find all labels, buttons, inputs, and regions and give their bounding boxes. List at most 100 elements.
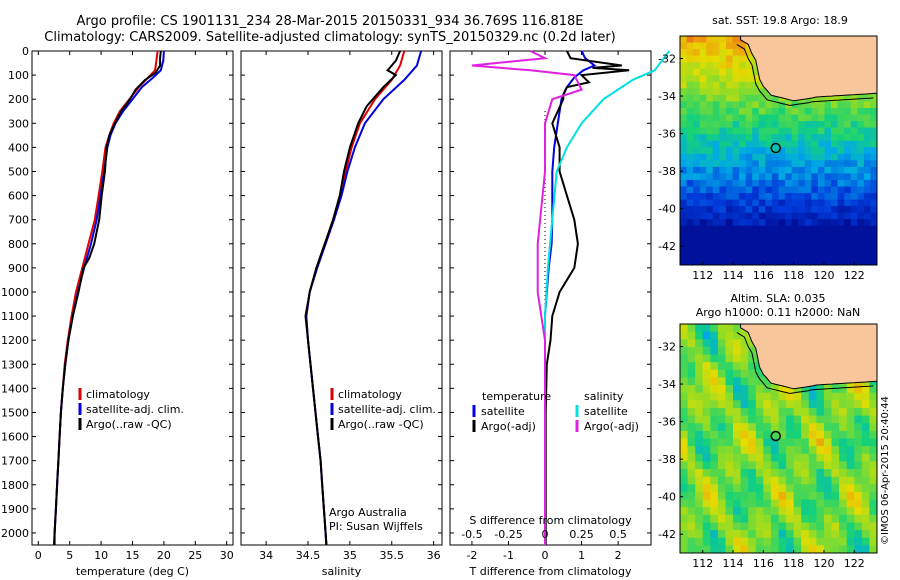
map-sst-cell [798,147,806,155]
map-sla-cell [687,469,696,478]
map-sla-cell [786,522,795,531]
map-sla-cell [801,514,810,523]
map-sst-cell [863,147,872,155]
map-sst-cell [771,238,780,246]
map-sst-cell [778,199,786,207]
map-sst-cell [752,206,760,214]
map-sla-cell [748,537,757,546]
map-sla-cell [702,331,711,340]
map-sla-cell [793,522,802,531]
map-sst-cell [785,160,793,168]
map-sst-cell [752,68,760,76]
map-sst-cell [824,166,832,174]
map-sla-cell [854,476,863,485]
map-sla-cell [831,408,840,417]
map-sla-cell [687,461,696,470]
map-sla-cell [702,377,711,386]
map-sst-cell [712,81,720,89]
difference-xtick-label: -1 [503,549,514,562]
map-sst-cell [870,108,877,116]
map-sla-cell [831,476,840,485]
map-sst-cell [785,140,793,148]
map-sst-cell [798,206,806,214]
map-sla-cell [733,346,742,356]
map-sst-cell [719,55,727,63]
map-sst-cell [719,160,727,168]
map-sla-cell [710,339,719,348]
map-sst-cell [844,121,852,129]
map-sst-cell [817,179,826,187]
map-sst-cell [765,219,773,227]
map-sla-cell [740,469,749,478]
map-sst-cell [850,94,858,102]
difference-xtick-label: 1 [578,549,585,562]
map-sla-cell [695,507,704,516]
map-sst-cell [771,173,780,181]
map-sst-cell [844,238,852,246]
map-sst-cell [726,134,734,142]
map-sla-cell [808,430,817,440]
map-sla-cell [763,438,772,447]
salinity-xtick-label: 34.5 [296,549,321,562]
map-sst-cell [831,153,839,161]
map-sla-cell [687,385,696,394]
map-sla-cell [710,385,719,394]
map-sla-cell [702,537,711,546]
map-sst-cell [791,166,799,174]
map-sla-cell [786,537,795,546]
map-sst-cell [837,160,845,168]
map-sst-cell [699,114,707,122]
map-sst-cell [811,232,819,240]
map-sla-cell [710,346,719,356]
map-sla-cell [831,469,840,478]
map-sst-cell [844,140,852,148]
map-sla-cell [869,408,877,417]
map-sst-cell [719,36,727,44]
map-sla-cell [824,484,833,493]
map-sst-cell [732,232,740,240]
map-sla-cell [717,469,727,478]
map-sla-cell [740,438,749,447]
depth-tick-label: 1000 [1,286,29,299]
map-sst-cell [732,49,740,57]
map-sst-cell [719,238,727,246]
map-sla-cell [687,408,696,417]
map-sst-cell [745,173,753,181]
map-sla-cell [748,446,757,455]
map-sla-cell [680,507,689,516]
map-sla-cell [725,392,734,401]
map-sst-cell [758,121,766,129]
temperature-xtick-label: 25 [188,549,202,562]
map-sst-cell [844,258,852,265]
map-sst-cell [752,238,760,246]
map-sla-cell [869,400,877,409]
map-sst-cell [824,108,832,116]
map-sla-cell [710,423,719,432]
map-sla-cell [755,392,764,401]
map-sst-cell [706,225,714,233]
map-sla-cell [717,354,727,363]
map-sst-cell [739,42,747,50]
map-sst-cell [778,101,786,109]
map-sst-cell [804,166,812,174]
map-sst-cell [758,147,766,155]
map-sst-cell [706,101,714,109]
map-sla-cell [717,461,727,470]
map-sst-cell [831,219,839,227]
map-sst-cell [693,94,701,102]
map-sst-cell [686,206,694,214]
map-sla-cell [687,377,696,386]
map-sst-cell [699,238,707,246]
map-sst-cell [726,127,734,135]
map-sst-cell [739,94,747,102]
map-sla-cell [733,331,742,340]
map-sla-cell [687,507,696,516]
map-sst-cell [844,179,852,187]
map-sla-cell [740,385,749,394]
map-sla-cell [710,476,719,485]
depth-tick-label: 1300 [1,358,29,371]
map-sst-cell [811,153,819,161]
map-sst-cell [857,134,865,142]
map-sst-cell [719,173,727,181]
map-sla-cell [748,499,757,508]
